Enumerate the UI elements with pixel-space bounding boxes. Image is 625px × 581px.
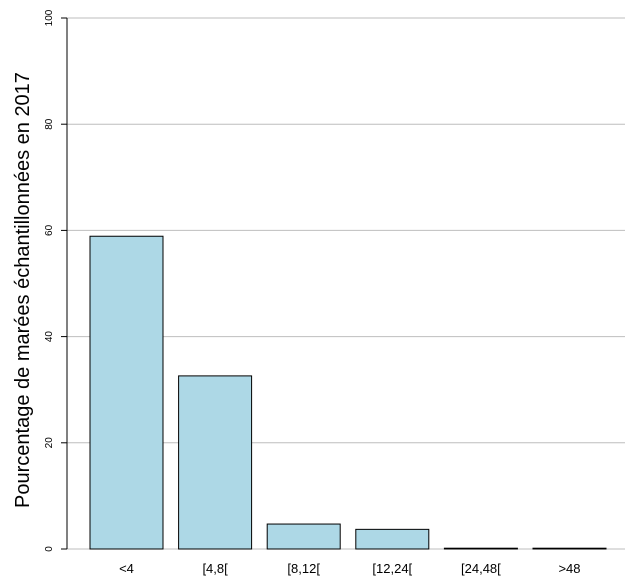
x-tick-label-2: [8,12[: [287, 561, 320, 576]
bar-1: [178, 375, 253, 550]
bar-0: [89, 235, 164, 550]
y-tick-label-0: 0: [44, 546, 55, 552]
x-axis-labels: <4 [4,8[ [8,12[ [12,24[ [24,48[ >48: [119, 561, 580, 576]
y-tick-label-60: 60: [44, 224, 55, 236]
bar-3: [355, 528, 430, 550]
x-tick-label-0: <4: [119, 561, 134, 576]
bars: [89, 235, 607, 550]
y-tick-label-100: 100: [44, 9, 55, 26]
bar-4: [443, 547, 518, 550]
x-tick-label-4: [24,48[: [461, 561, 501, 576]
y-axis: 0 20 40 60 80 100: [44, 9, 68, 552]
y-axis-title: Pourcentage de marées échantillonnées en…: [12, 72, 34, 508]
x-tick-label-5: >48: [558, 561, 580, 576]
y-tick-label-80: 80: [44, 118, 55, 130]
x-tick-label-3: [12,24[: [372, 561, 412, 576]
x-tick-label-1: [4,8[: [202, 561, 228, 576]
bar-2: [266, 523, 341, 550]
y-tick-label-20: 20: [44, 437, 55, 449]
y-tick-label-40: 40: [44, 331, 55, 343]
bar-5: [532, 547, 607, 550]
